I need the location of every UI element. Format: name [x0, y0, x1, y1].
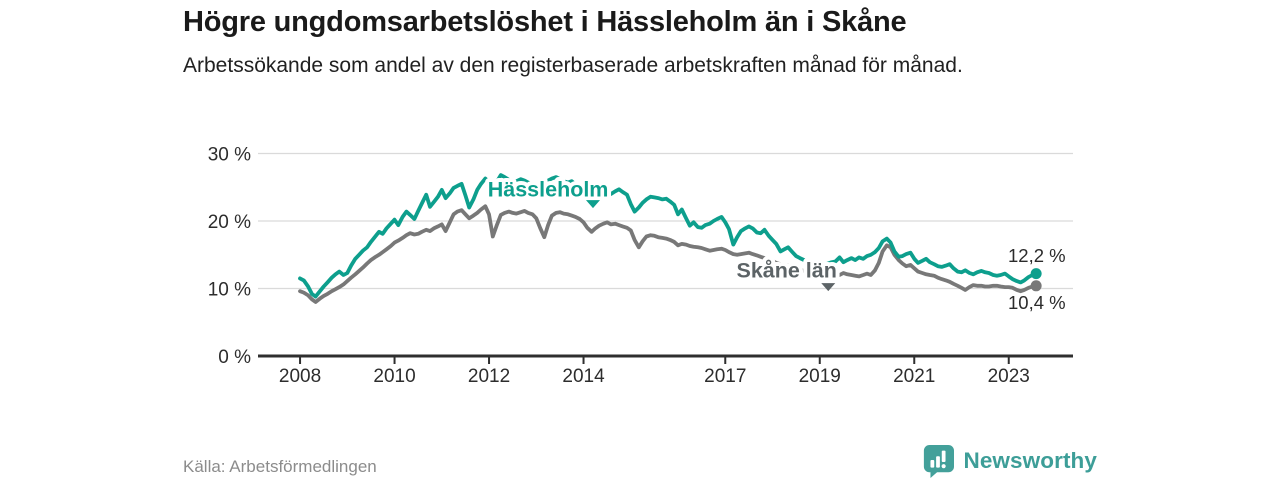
x-tick-label: 2008	[279, 366, 321, 387]
newsworthy-bubble-chart-icon	[924, 445, 955, 478]
x-tick-label: 2023	[988, 366, 1030, 387]
end-dot-h-ssleholm	[1030, 268, 1042, 280]
x-tick-label: 2017	[704, 366, 746, 387]
y-tick-label: 20 %	[208, 212, 251, 233]
source-note: Källa: Arbetsförmedlingen	[183, 457, 377, 476]
end-value-label: 10,4 %	[1008, 292, 1066, 313]
y-tick-label: 0 %	[218, 347, 251, 368]
x-tick-label: 2010	[373, 366, 415, 387]
end-value-label: 12,2 %	[1008, 245, 1066, 266]
newsworthy-logo: Newsworthy	[922, 444, 1097, 478]
series-line-sk-ne-l-n	[298, 204, 1038, 304]
x-tick-label: 2019	[799, 366, 841, 387]
y-tick-label: 30 %	[208, 145, 251, 166]
x-tick-label: 2012	[468, 366, 510, 387]
x-tick-label: 2021	[893, 366, 935, 387]
series-line-h-ssleholm	[298, 173, 1038, 299]
series-marker-triangle	[821, 283, 836, 292]
x-tick-label: 2014	[562, 366, 605, 387]
series-label-sk-ne-l-n: Skåne län	[736, 258, 836, 282]
end-dot-sk-ne-l-n	[1030, 280, 1042, 292]
series-marker-triangle	[585, 200, 600, 209]
chart-title: Högre ungdomsarbetslöshet i Hässleholm ä…	[183, 6, 907, 38]
chart-header: Högre ungdomsarbetslöshet i Hässleholm ä…	[183, 6, 1097, 80]
series-label-h-ssleholm: Hässleholm	[488, 177, 609, 201]
chart-subtitle: Arbetssökande som andel av den registerb…	[183, 54, 963, 78]
newsworthy-wordmark: Newsworthy	[963, 448, 1097, 473]
y-tick-label: 10 %	[208, 280, 251, 301]
